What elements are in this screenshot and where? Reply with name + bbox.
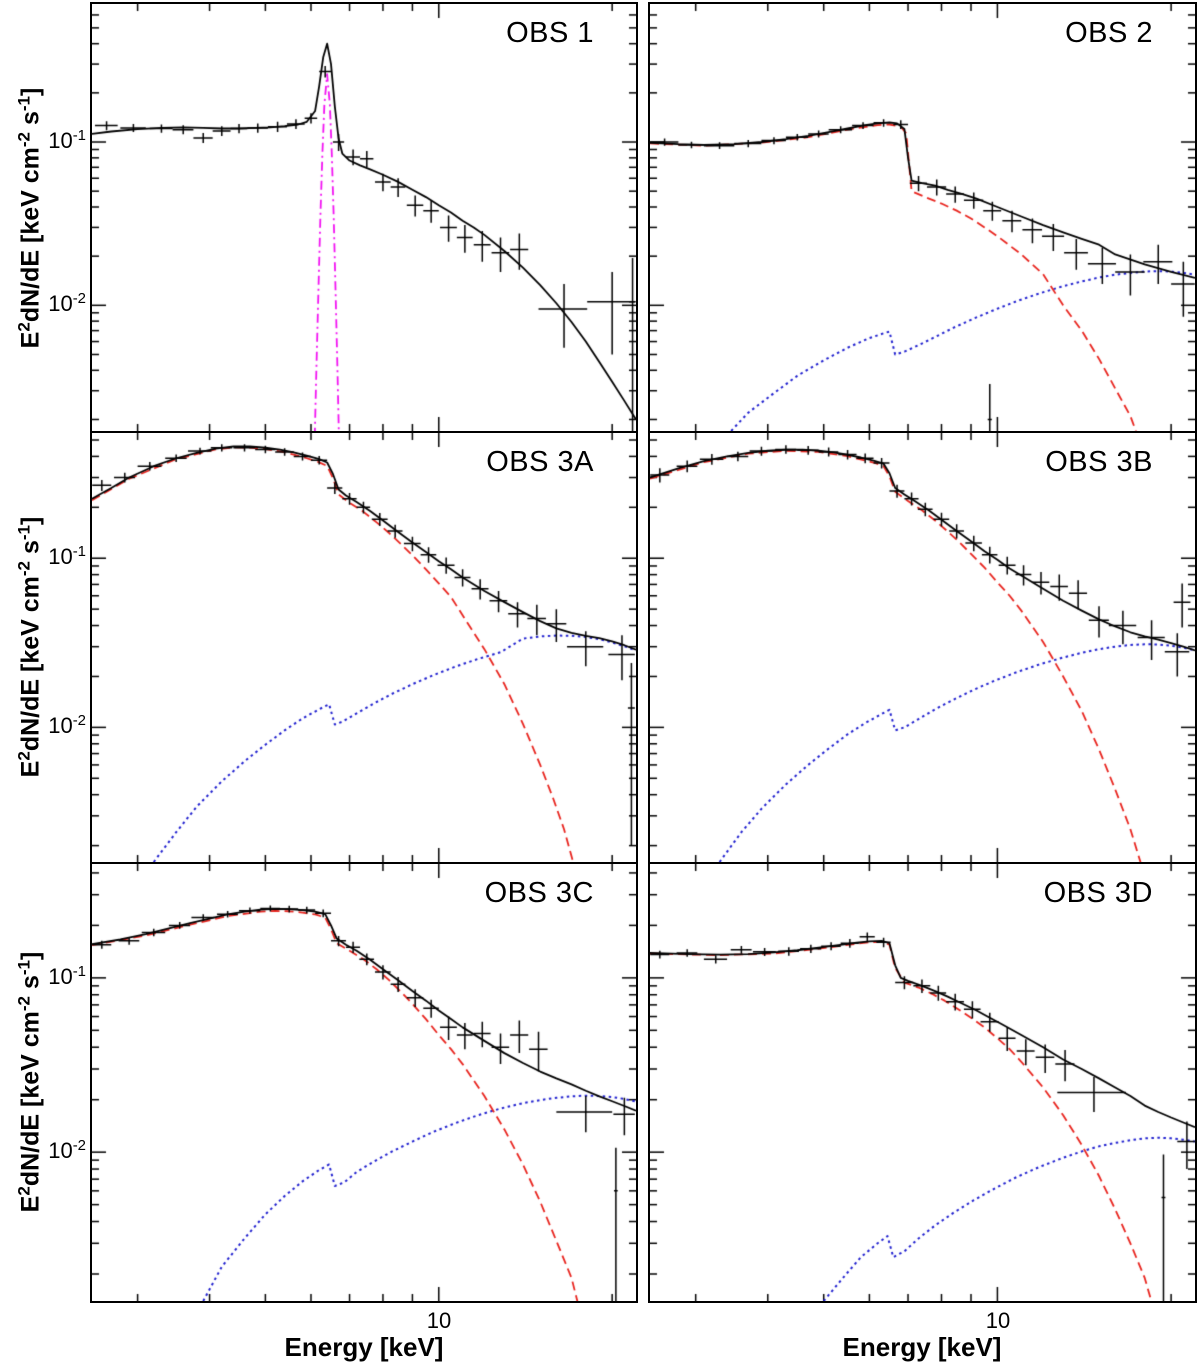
plot-canvas-obs-3c xyxy=(92,864,636,1301)
panel-obs-3d: OBS 3D xyxy=(648,862,1197,1303)
panel-obs-3b: OBS 3B xyxy=(648,431,1197,864)
x-axis-label-right: Energy [keV] xyxy=(842,1332,1002,1362)
x-tick-10-left: 10 xyxy=(426,1308,452,1333)
plot-canvas-obs-3b xyxy=(650,433,1195,862)
panel-title-obs-3d: OBS 3D xyxy=(1043,877,1153,909)
y-tick-1e-1-row2: 10-1 xyxy=(48,543,86,570)
y-tick-1e-2-row2: 10-2 xyxy=(48,712,86,739)
plot-canvas-obs-2 xyxy=(650,4,1195,431)
plot-canvas-obs-3a xyxy=(92,433,636,862)
y-tick-1e-2-row3: 10-2 xyxy=(48,1137,86,1164)
panel-obs-1: OBS 1 xyxy=(90,2,638,433)
y-axis-label-row3: E2dN/dE [keV cm-2 s-1] xyxy=(14,951,45,1213)
panel-title-obs-3a: OBS 3A xyxy=(486,446,594,478)
y-tick-1e-2-row1: 10-2 xyxy=(48,290,86,317)
y-tick-1e-1-row1: 10-1 xyxy=(48,127,86,154)
panel-title-obs-3c: OBS 3C xyxy=(484,877,594,909)
panel-title-obs-3b: OBS 3B xyxy=(1045,446,1153,478)
y-axis-label-text: E xyxy=(16,331,45,349)
x-tick-10-right: 10 xyxy=(985,1308,1011,1333)
panel-title-obs-1: OBS 1 xyxy=(506,17,594,49)
x-axis-label-left: Energy [keV] xyxy=(284,1332,444,1362)
panel-title-obs-2: OBS 2 xyxy=(1065,17,1153,49)
plot-canvas-obs-3d xyxy=(650,864,1195,1301)
y-tick-1e-1-row3: 10-1 xyxy=(48,963,86,990)
panel-obs-3a: OBS 3A xyxy=(90,431,638,864)
plot-canvas-obs-1 xyxy=(92,4,636,431)
panel-obs-2: OBS 2 xyxy=(648,2,1197,433)
panel-obs-3c: OBS 3C xyxy=(90,862,638,1303)
